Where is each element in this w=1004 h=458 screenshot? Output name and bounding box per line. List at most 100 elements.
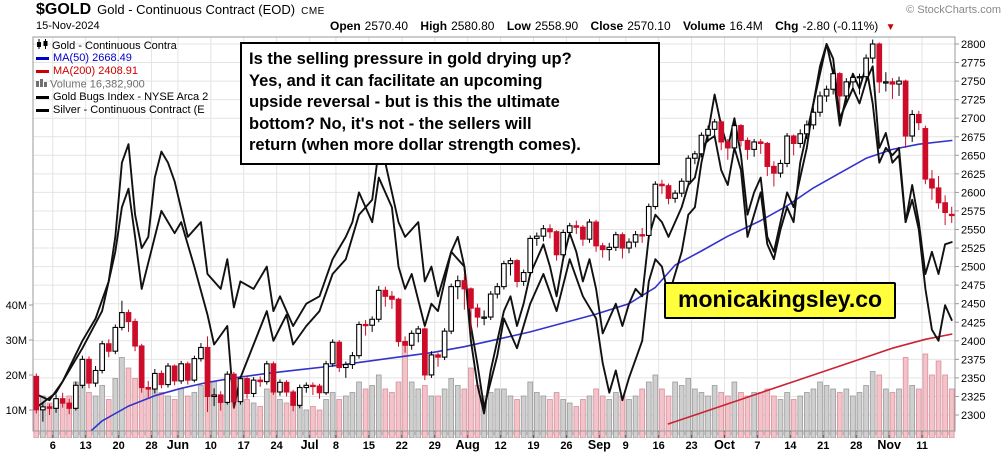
svg-text:23: 23 — [685, 440, 697, 452]
candlestick-icon — [36, 39, 49, 53]
svg-text:14: 14 — [784, 440, 797, 452]
svg-text:21: 21 — [817, 440, 829, 452]
high-value: 2580.80 — [451, 19, 495, 33]
chg-label: Chg — [775, 19, 799, 33]
close-value: 2570.10 — [627, 19, 671, 33]
svg-text:28: 28 — [145, 440, 157, 452]
svg-text:2800: 2800 — [961, 39, 985, 51]
volume-label: Volume — [682, 19, 726, 33]
legend-gold-bugs: Gold Bugs Index - NYSE Arca 2 — [36, 91, 208, 104]
svg-text:2600: 2600 — [961, 187, 985, 199]
legend-silver: Silver - Continuous Contract (E — [36, 104, 208, 117]
chg-value: -2.80 (-0.11%) — [802, 19, 879, 33]
svg-text:2650: 2650 — [961, 150, 985, 162]
annotation-note: Is the selling pressure in gold drying u… — [240, 42, 660, 165]
low-value: 2558.90 — [534, 19, 579, 33]
svg-text:2575: 2575 — [961, 206, 985, 218]
svg-text:2625: 2625 — [961, 169, 985, 181]
down-arrow-icon: ▼ — [885, 22, 896, 33]
watermark-monicakingsley: monicakingsley.co — [664, 282, 897, 319]
legend-ma200: MA(200) 2408.91 — [36, 65, 208, 78]
axes: 2300 2325 2350 2375 2400 2425 2450 2475 2500 2525… — [6, 36, 985, 452]
svg-text:2775: 2775 — [961, 58, 985, 70]
quote-line: Open 2570.40 High 2580.80 Low 2558.90 Close… — [330, 19, 896, 33]
open-label: Open — [330, 19, 361, 33]
svg-text:2750: 2750 — [961, 76, 985, 88]
svg-text:28: 28 — [850, 440, 862, 452]
svg-text:17: 17 — [238, 440, 250, 452]
svg-text:12: 12 — [494, 440, 506, 452]
svg-text:2325: 2325 — [961, 391, 985, 403]
svg-text:10M: 10M — [6, 405, 27, 417]
symbol: $GOLD — [36, 1, 92, 18]
svg-text:20M: 20M — [6, 370, 27, 382]
svg-text:11: 11 — [916, 440, 928, 452]
ma200-line — [667, 333, 953, 425]
svg-text:Jun: Jun — [167, 438, 189, 452]
svg-text:16: 16 — [653, 440, 665, 452]
svg-text:2675: 2675 — [961, 132, 985, 144]
legend-ma200-label: MA(200) 2408.91 — [53, 65, 138, 77]
volume-value: 16.4M — [729, 19, 763, 33]
gold-bugs-index-line — [35, 43, 953, 409]
volume-bars — [33, 343, 955, 438]
svg-text:19: 19 — [527, 440, 539, 452]
legend-gold-label: Gold - Continuous Contra — [52, 39, 177, 52]
svg-text:2725: 2725 — [961, 95, 985, 107]
svg-text:2525: 2525 — [961, 243, 985, 255]
svg-text:2350: 2350 — [961, 373, 985, 385]
silver-line — [35, 43, 953, 415]
svg-text:2425: 2425 — [961, 317, 985, 329]
svg-text:7: 7 — [754, 440, 760, 452]
volume-bars-icon — [36, 78, 47, 91]
svg-text:2300: 2300 — [961, 410, 985, 422]
svg-text:40M: 40M — [6, 300, 27, 312]
svg-text:2475: 2475 — [961, 280, 985, 292]
svg-text:30M: 30M — [6, 335, 27, 347]
legend-volume-label: Volume 16,382,900 — [50, 78, 145, 91]
exchange: CME — [301, 6, 325, 17]
candles — [33, 39, 955, 422]
svg-text:29: 29 — [429, 440, 441, 452]
svg-text:Sep: Sep — [588, 438, 611, 452]
svg-text:Jul: Jul — [301, 438, 319, 452]
open-value: 2570.40 — [364, 19, 409, 33]
legend-gold: Gold - Continuous Contra — [36, 39, 208, 52]
svg-text:Aug: Aug — [456, 438, 480, 452]
svg-text:10: 10 — [205, 440, 217, 452]
svg-text:26: 26 — [560, 440, 572, 452]
copyright: © StockCharts.com — [906, 4, 1001, 16]
svg-text:2400: 2400 — [961, 336, 985, 348]
svg-text:2700: 2700 — [961, 113, 985, 125]
chart-date: 15-Nov-2024 — [36, 20, 100, 32]
chart-header: $GOLD Gold - Continuous Contract (EOD) CME — [36, 1, 325, 19]
close-label: Close — [590, 19, 624, 33]
svg-text:8: 8 — [333, 440, 339, 452]
svg-text:Oct: Oct — [714, 438, 736, 452]
svg-text:2550: 2550 — [961, 225, 985, 237]
svg-text:2450: 2450 — [961, 299, 985, 311]
ma-line-icon — [36, 56, 49, 60]
ma-line-icon — [36, 69, 49, 73]
legend-silver-label: Silver - Continuous Contract (E — [53, 104, 205, 116]
legend-volume: Volume 16,382,900 — [36, 78, 208, 91]
svg-text:2500: 2500 — [961, 262, 985, 274]
chart-legend: Gold - Continuous Contra MA(50) 2668.49 … — [36, 39, 208, 117]
svg-text:24: 24 — [271, 440, 284, 452]
low-label: Low — [506, 19, 531, 33]
svg-text:2375: 2375 — [961, 354, 985, 366]
svg-text:20: 20 — [112, 440, 124, 452]
legend-gold-bugs-label: Gold Bugs Index - NYSE Arca 2 — [53, 91, 209, 103]
legend-ma50: MA(50) 2668.49 — [36, 52, 208, 65]
overlay-line-icon — [36, 95, 49, 99]
svg-text:15: 15 — [363, 440, 375, 452]
svg-text:13: 13 — [80, 440, 92, 452]
legend-ma50-label: MA(50) 2668.49 — [53, 52, 132, 64]
high-label: High — [420, 19, 448, 33]
instrument-title: Gold - Continuous Contract (EOD) — [97, 2, 296, 17]
overlay-line-icon — [36, 108, 49, 112]
svg-text:9: 9 — [623, 440, 629, 452]
svg-text:Nov: Nov — [877, 438, 901, 452]
